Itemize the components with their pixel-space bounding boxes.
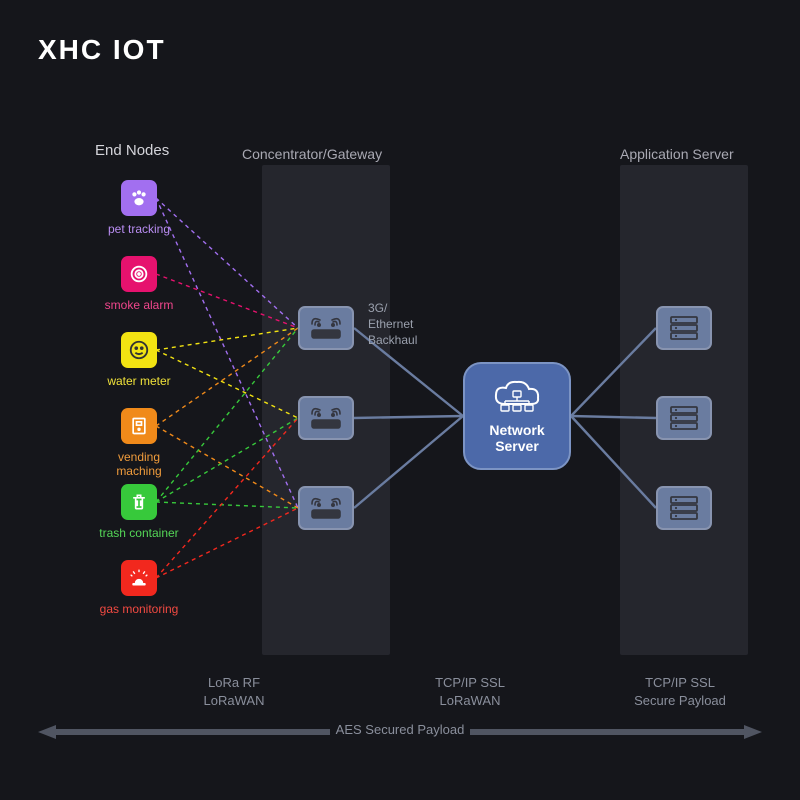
header-endnodes: End Nodes xyxy=(95,142,169,159)
end-node-icon-1 xyxy=(121,256,157,292)
end-node-label-2: water meter xyxy=(94,374,184,388)
end-node-label-5: gas monitoring xyxy=(94,602,184,616)
footer-col-2: TCP/IP SSLLoRaWAN xyxy=(400,674,540,709)
aes-label: AES Secured Payload xyxy=(330,722,471,737)
header-appserver: Application Server xyxy=(620,146,734,162)
app-server-1 xyxy=(656,306,712,350)
app-server-3 xyxy=(656,486,712,530)
cloud-icon xyxy=(489,378,545,418)
end-node-5: gas monitoring xyxy=(94,560,184,616)
end-node-icon-4 xyxy=(121,484,157,520)
gateway-device-2 xyxy=(298,396,354,440)
ns-label-2: Server xyxy=(495,438,539,454)
end-node-icon-2 xyxy=(121,332,157,368)
end-node-icon-3 xyxy=(121,408,157,444)
ns-label-1: Network xyxy=(489,422,544,438)
backhaul-label: 3G/EthernetBackhaul xyxy=(368,300,417,349)
end-node-1: smoke alarm xyxy=(94,256,184,312)
footer-col-3: TCP/IP SSLSecure Payload xyxy=(600,674,760,709)
end-node-0: pet tracking xyxy=(94,180,184,236)
header-gateway: Concentrator/Gateway xyxy=(242,146,382,162)
end-node-icon-0 xyxy=(121,180,157,216)
aes-bar: AES Secured Payload xyxy=(48,722,752,737)
brand-logo: XHC IOT xyxy=(38,34,166,66)
end-node-icon-5 xyxy=(121,560,157,596)
app-server-2 xyxy=(656,396,712,440)
end-node-label-3: vending maching xyxy=(94,450,184,478)
end-node-2: water meter xyxy=(94,332,184,388)
footer-col-1: LoRa RFLoRaWAN xyxy=(174,674,294,709)
end-node-label-1: smoke alarm xyxy=(94,298,184,312)
network-server-node: NetworkServer xyxy=(463,362,571,470)
end-node-label-4: trash container xyxy=(94,526,184,540)
gateway-device-3 xyxy=(298,486,354,530)
gateway-device-1 xyxy=(298,306,354,350)
end-node-3: vending maching xyxy=(94,408,184,478)
end-node-4: trash container xyxy=(94,484,184,540)
end-node-label-0: pet tracking xyxy=(94,222,184,236)
